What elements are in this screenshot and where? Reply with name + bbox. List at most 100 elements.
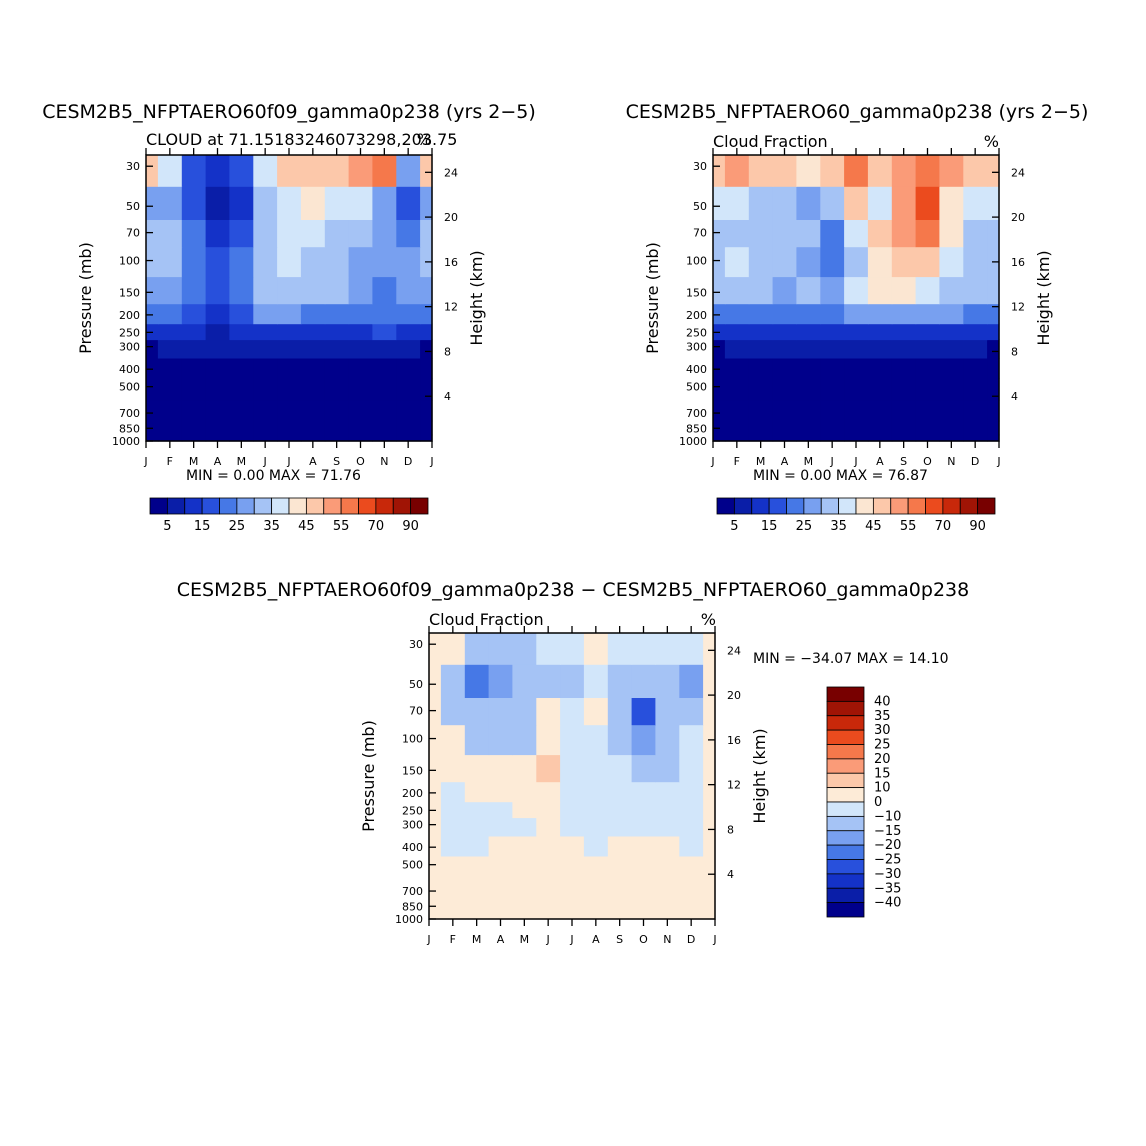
month-tick-label: F bbox=[450, 933, 456, 946]
heatmap-cell bbox=[867, 339, 893, 359]
panel-2-title: CESM2B5_NFPTAERO60_gamma0p238 (yrs 2−5) bbox=[626, 101, 1089, 123]
heatmap-cell bbox=[713, 434, 726, 442]
heatmap-cell bbox=[205, 434, 230, 442]
month-tick-label: D bbox=[404, 455, 412, 468]
heatmap-cell bbox=[987, 339, 1000, 359]
month-tick-label: S bbox=[616, 933, 623, 946]
heatmap-cell bbox=[607, 724, 633, 756]
heatmap-cell bbox=[146, 155, 159, 187]
month-tick-label: M bbox=[520, 933, 530, 946]
colorbar-label: 70 bbox=[368, 519, 385, 534]
month-tick-label: M bbox=[189, 455, 199, 468]
heatmap-cell bbox=[915, 186, 940, 220]
heatmap-cell bbox=[655, 912, 680, 920]
heatmap-cell bbox=[372, 377, 397, 401]
heatmap-cell bbox=[772, 377, 797, 401]
height-tick-label: 8 bbox=[727, 823, 734, 836]
heatmap-cell bbox=[348, 399, 373, 422]
heatmap-cell bbox=[796, 339, 821, 359]
heatmap-cell bbox=[348, 276, 373, 305]
colorbar-swatch bbox=[340, 497, 359, 515]
heatmap-cell bbox=[536, 855, 561, 879]
heatmap-cell bbox=[464, 835, 490, 857]
heatmap-cell bbox=[560, 754, 585, 783]
colorbar-swatch bbox=[826, 902, 865, 918]
height-tick-label: 4 bbox=[727, 868, 734, 881]
heatmap-cell bbox=[560, 855, 585, 879]
heatmap-cell bbox=[963, 155, 988, 187]
heatmap-cell bbox=[464, 877, 490, 900]
heatmap-cell bbox=[820, 420, 845, 436]
heatmap-cell bbox=[820, 399, 845, 422]
heatmap-cell bbox=[512, 835, 537, 857]
heatmap-cell bbox=[440, 664, 466, 698]
heatmap-cell bbox=[146, 377, 159, 401]
colorbar-swatch bbox=[768, 497, 787, 515]
month-tick-label: M bbox=[472, 933, 482, 946]
heatmap-cell bbox=[772, 399, 797, 422]
height-tick-label: 24 bbox=[1011, 166, 1025, 179]
heatmap-cell bbox=[963, 323, 988, 341]
heatmap-cell bbox=[348, 357, 373, 379]
heatmap-cell bbox=[146, 434, 159, 442]
heatmap-cell bbox=[300, 420, 326, 436]
heatmap-cell bbox=[820, 246, 845, 278]
heatmap-cell bbox=[607, 912, 633, 920]
colorbar-swatch bbox=[184, 497, 203, 515]
heatmap-cell bbox=[820, 339, 845, 359]
heatmap-cell bbox=[844, 303, 869, 325]
heatmap-cell bbox=[536, 754, 561, 783]
heatmap-cell bbox=[157, 246, 183, 278]
heatmap-cell bbox=[891, 357, 917, 379]
y2-axis-label: Height (km) bbox=[467, 250, 486, 345]
heatmap-cell bbox=[915, 219, 940, 248]
heatmap-cell bbox=[796, 399, 821, 422]
heatmap-cell bbox=[512, 633, 537, 665]
heatmap-cell bbox=[724, 246, 750, 278]
heatmap-cell bbox=[724, 186, 750, 220]
heatmap-cell bbox=[420, 420, 433, 436]
heatmap-cell bbox=[157, 186, 183, 220]
heatmap-cell bbox=[396, 434, 421, 442]
heatmap-cell bbox=[440, 697, 466, 726]
heatmap-cell bbox=[488, 664, 513, 698]
heatmap-cell bbox=[987, 323, 1000, 341]
colorbar-swatch bbox=[149, 497, 168, 515]
heatmap-cell bbox=[396, 155, 421, 187]
heatmap-cell bbox=[703, 697, 716, 726]
colorbar-swatch bbox=[977, 497, 996, 515]
heatmap-cell bbox=[703, 754, 716, 783]
heatmap-cell bbox=[512, 781, 537, 803]
heatmap-cell bbox=[440, 801, 466, 819]
heatmap-cell bbox=[891, 303, 917, 325]
heatmap-cell bbox=[679, 664, 704, 698]
heatmap-cell bbox=[987, 377, 1000, 401]
pressure-tick-label: 100 bbox=[686, 255, 707, 268]
heatmap-cell bbox=[607, 817, 633, 837]
colorbar-swatch bbox=[826, 744, 865, 760]
heatmap-cell bbox=[146, 357, 159, 379]
heatmap-cell bbox=[713, 186, 726, 220]
colorbar-label: 40 bbox=[874, 694, 891, 709]
heatmap-cell bbox=[655, 633, 680, 665]
pressure-tick-label: 1000 bbox=[679, 435, 707, 448]
heatmap-cell bbox=[939, 186, 964, 220]
heatmap-cell bbox=[844, 219, 869, 248]
heatmap-cell bbox=[277, 219, 302, 248]
month-tick-label: J bbox=[712, 933, 716, 946]
heatmap-cell bbox=[631, 912, 656, 920]
pressure-tick-label: 400 bbox=[686, 363, 707, 376]
heatmap-cell bbox=[844, 357, 869, 379]
heatmap-cell bbox=[420, 377, 433, 401]
heatmap-cell bbox=[703, 664, 716, 698]
heatmap-cell bbox=[915, 420, 940, 436]
heatmap-cell bbox=[987, 155, 1000, 187]
heatmap-cell bbox=[655, 724, 680, 756]
heatmap-cell bbox=[583, 877, 609, 900]
month-tick-label: F bbox=[734, 455, 740, 468]
heatmap-cell bbox=[820, 303, 845, 325]
colorbar-swatch bbox=[219, 497, 238, 515]
heatmap-cell bbox=[844, 246, 869, 278]
